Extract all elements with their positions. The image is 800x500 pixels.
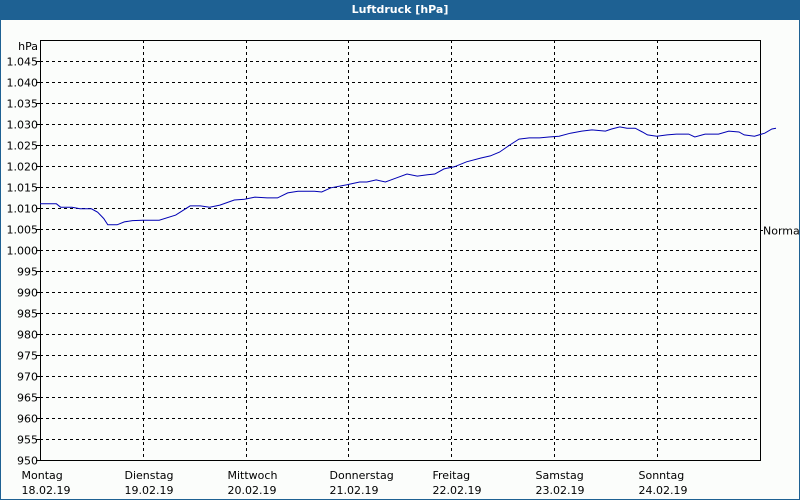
y-axis-unit-label: hPa [18, 40, 38, 53]
pressure-line [40, 126, 777, 226]
y-tick-label: 1.015 [7, 182, 39, 195]
normal-reference-marker: Normal [760, 225, 800, 238]
y-tick-label: 980 [17, 329, 38, 342]
plot-area-frame [40, 40, 761, 461]
y-tick-label: 965 [17, 392, 38, 405]
x-tick-day-label: Samstag [536, 469, 584, 482]
y-tick-label: 1.005 [7, 224, 39, 237]
x-tick-date-label: 24.02.19 [639, 484, 688, 497]
x-tick-day-label: Freitag [433, 469, 471, 482]
y-tick-label: 1.025 [7, 140, 39, 153]
y-tick-label: 985 [17, 308, 38, 321]
x-tick-day-label: Sonntag [639, 469, 685, 482]
x-tick-day-label: Montag [22, 469, 63, 482]
x-tick-date-label: 20.02.19 [228, 484, 277, 497]
y-tick-label: 1.020 [7, 161, 39, 174]
y-tick-label: 1.030 [7, 119, 39, 132]
y-tick-label: 1.045 [7, 56, 39, 69]
x-axis: Montag 18.02.19 Dienstag 19.02.19 Mittwoch 20… [22, 469, 688, 497]
x-tick-day-label: Mittwoch [228, 469, 278, 482]
x-tick-date-label: 21.02.19 [330, 484, 379, 497]
y-tick-label: 1.000 [7, 245, 39, 258]
x-tick-date-label: 19.02.19 [125, 484, 174, 497]
normal-label: Normal [763, 225, 800, 238]
x-tick-day-label: Donnerstag [330, 469, 394, 482]
y-tick-label: 1.035 [7, 98, 39, 111]
chart-grid [40, 40, 760, 460]
y-tick-label: 960 [17, 413, 38, 426]
y-tick-label: 970 [17, 371, 38, 384]
x-tick-day-label: Dienstag [125, 469, 174, 482]
y-tick-label: 955 [17, 434, 38, 447]
x-tick-date-label: 23.02.19 [536, 484, 585, 497]
y-tick-label: 990 [17, 287, 38, 300]
window-title: Luftdruck [hPa] [0, 0, 800, 20]
y-tick-label: 1.010 [7, 203, 39, 216]
y-tick-label: 995 [17, 266, 38, 279]
y-axis: 950 955 960 965 970 975 980 985 990 995 1.000 1.005… [7, 56, 40, 468]
x-tick-date-label: 22.02.19 [433, 484, 482, 497]
y-tick-label: 975 [17, 350, 38, 363]
y-tick-label: 950 [17, 455, 38, 468]
x-tick-date-label: 18.02.19 [22, 484, 71, 497]
y-tick-label: 1.040 [7, 77, 39, 90]
